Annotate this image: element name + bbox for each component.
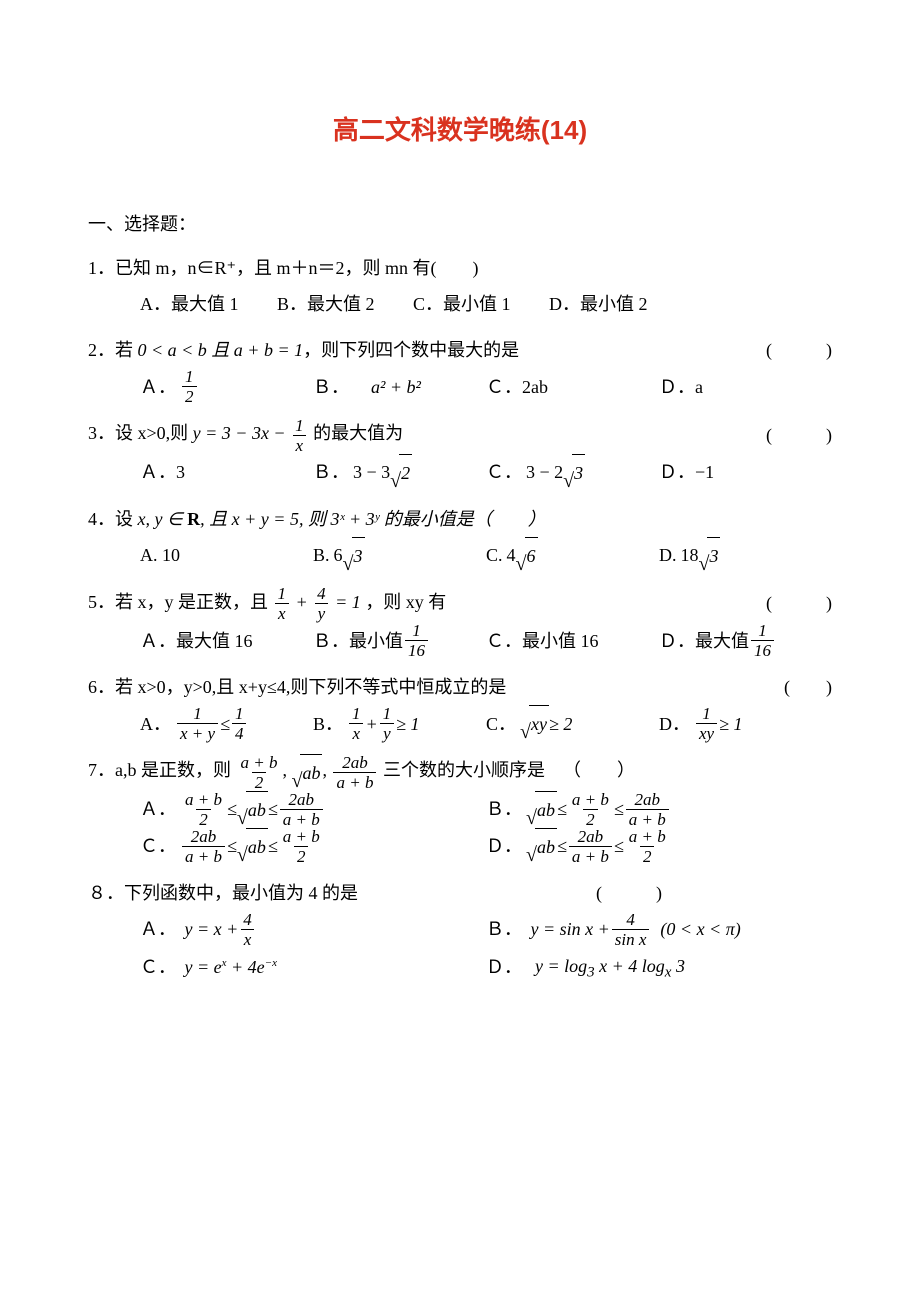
q3-opt-d: Ｄ．−1 xyxy=(659,454,832,491)
q5-d-label: Ｄ．最大值 xyxy=(659,623,749,659)
q4-var: x, y ∈ xyxy=(138,509,188,529)
q4-opt-d: D. 183 xyxy=(659,537,832,574)
q6-num: 6． xyxy=(88,677,115,697)
q8-lead: 下列函数中，最小值为 4 的是 xyxy=(124,883,358,903)
q6-opt-b: B．1x + 1y ≥ 1 xyxy=(313,705,486,742)
q4-opt-c: C. 46 xyxy=(486,537,659,574)
section-heading: 一、选择题： xyxy=(88,210,832,239)
q3-expr: y = 3 − 3x − xyxy=(193,423,290,443)
q3-mid: 的最大值为 xyxy=(313,423,403,443)
question-6: 6．若 x>0，y>0,且 x+y≤4,则下列不等式中恒成立的是 ( ) A．1… xyxy=(88,669,832,742)
q6-opt-d: D．1xy ≥ 1 xyxy=(659,705,832,742)
q8-paren: ( ) xyxy=(586,875,832,911)
q5-opt-c: Ｃ．最小值 16 xyxy=(486,622,659,659)
q7-options-row1: Ａ．a + b2 ≤ ab ≤ 2aba + b Ｂ．ab ≤ a + b2 ≤… xyxy=(88,791,832,828)
q2-opt-b: Ｂ． a² + b² xyxy=(313,368,486,405)
q5-opt-d: Ｄ．最大值116 xyxy=(659,622,832,659)
q5-opt-a: Ａ．最大值 16 xyxy=(140,622,313,659)
question-5: 5．若 x，y 是正数，且 1x + 4y = 1 ，则 xy 有 ( ) Ａ．… xyxy=(88,584,832,659)
q1-opt-b: B．最大值 2 xyxy=(277,294,375,314)
q8-stem: ８．下列函数中，最小值为 4 的是 xyxy=(88,875,586,911)
q4-r: R xyxy=(187,509,200,529)
q3-opt-c: Ｃ．3 − 23 xyxy=(486,454,659,491)
q7-lead: a,b 是正数，则 xyxy=(115,760,231,780)
q7-opt-a: Ａ．a + b2 ≤ ab ≤ 2aba + b xyxy=(140,791,486,828)
q1-stem: 1．已知 m，n∈R⁺，且 m＋n＝2，则 mn 有( ) xyxy=(88,250,832,286)
q2-paren: ( ) xyxy=(756,332,832,368)
q1-opt-a: A．最大值 1 xyxy=(140,294,239,314)
q6-options: A．1x + y ≤ 14 B．1x + 1y ≥ 1 C．xy ≥ 2 D．1… xyxy=(88,705,832,742)
q4-stem: 4．设 x, y ∈ R, 且 x + y = 5, 则 3ˣ + 3ʸ 的最小… xyxy=(88,501,832,537)
q1-opt-d: D．最小值 2 xyxy=(549,294,648,314)
q4-num: 4． xyxy=(88,509,115,529)
q7-options-row2: Ｃ．2aba + b ≤ ab ≤ a + b2 Ｄ．ab ≤ 2aba + b… xyxy=(88,828,832,865)
q7-opt-b: Ｂ．ab ≤ a + b2 ≤ 2aba + b xyxy=(486,791,832,828)
q6-paren: ( ) xyxy=(774,669,832,705)
q6-opt-c: C．xy ≥ 2 xyxy=(486,705,659,742)
question-1: 1．已知 m，n∈R⁺，且 m＋n＝2，则 mn 有( ) A．最大值 1 B．… xyxy=(88,250,832,322)
q8-opt-c: Ｃ． y = ex + 4e−x xyxy=(140,948,486,988)
question-3: 3．设 x>0,则 y = 3 − 3x − 1x 的最大值为 ( ) Ａ．3 … xyxy=(88,415,832,490)
q2-opt-d: Ｄ．a xyxy=(659,368,832,405)
q1-opt-c: C．最小值 1 xyxy=(413,294,511,314)
q3-lead: 设 x>0,则 xyxy=(115,423,188,443)
q6-lead: 若 x>0，y>0,且 x+y≤4,则下列不等式中恒成立的是 xyxy=(115,677,506,697)
page-title: 高二文科数学晚练(14) xyxy=(88,110,832,152)
q4-opt-a: A. 10 xyxy=(140,537,313,574)
q5-opt-b: Ｂ．最小值116 xyxy=(313,622,486,659)
question-8: ８．下列函数中，最小值为 4 的是 ( ) Ａ． y = x + 4x Ｂ． y… xyxy=(88,875,832,988)
q5-options: Ａ．最大值 16 Ｂ．最小值116 Ｃ．最小值 16 Ｄ．最大值116 xyxy=(88,622,832,659)
q8-num: ８． xyxy=(88,883,124,903)
q6-opt-a: A．1x + y ≤ 14 xyxy=(140,705,313,742)
q8-options-row1: Ａ． y = x + 4x Ｂ． y = sin x + 4sin x (0 <… xyxy=(88,911,832,948)
q2-opt-a: Ａ．12 xyxy=(140,368,313,405)
q8-opt-d: Ｄ． y = log3 x + 4 logx 3 xyxy=(486,948,832,988)
q4-cond: , 且 x + y = 5, 则 3ˣ + 3ʸ 的最小值是（ ） xyxy=(200,509,546,529)
q7-opt-c: Ｃ．2aba + b ≤ ab ≤ a + b2 xyxy=(140,828,486,865)
q3-paren: ( ) xyxy=(756,417,832,453)
q3-stem: 3．设 x>0,则 y = 3 − 3x − 1x 的最大值为 xyxy=(88,415,756,453)
q1-options: A．最大值 1 B．最大值 2 C．最小值 1 D．最小值 2 xyxy=(88,286,832,322)
q7-stem: 7．a,b 是正数，则 a + b2, ab, 2aba + b 三个数的大小顺… xyxy=(88,752,832,790)
q5-num: 5． xyxy=(88,592,115,612)
q3-opt-a: Ａ．3 xyxy=(140,454,313,491)
q5-lead: 若 x，y 是正数，且 xyxy=(115,592,268,612)
q7-opt-d: Ｄ．ab ≤ 2aba + b ≤ a + b2 xyxy=(486,828,832,865)
q2-cond: 0 < a < b 且 a + b = 1 xyxy=(133,340,303,360)
q5-tail: ，则 xy 有 xyxy=(365,592,446,612)
q4-opt-b: B. 63 xyxy=(313,537,486,574)
q8-opt-a: Ａ． y = x + 4x xyxy=(140,911,486,948)
q7-tail: 三个数的大小顺序是 （ ） xyxy=(383,760,635,780)
q2-lead: 若 xyxy=(115,340,133,360)
question-7: 7．a,b 是正数，则 a + b2, ab, 2aba + b 三个数的大小顺… xyxy=(88,752,832,864)
q2-opt-c: Ｃ．2ab xyxy=(486,368,659,405)
question-4: 4．设 x, y ∈ R, 且 x + y = 5, 则 3ˣ + 3ʸ 的最小… xyxy=(88,501,832,574)
q6-stem: 6．若 x>0，y>0,且 x+y≤4,则下列不等式中恒成立的是 xyxy=(88,669,774,705)
q5-b-label: Ｂ．最小值 xyxy=(313,623,403,659)
q2-options: Ａ．12 Ｂ． a² + b² Ｃ．2ab Ｄ．a xyxy=(88,368,832,405)
q5-paren: ( ) xyxy=(756,585,832,621)
q2-tail: ，则下列四个数中最大的是 xyxy=(303,340,519,360)
q7-num: 7． xyxy=(88,760,115,780)
q5-stem: 5．若 x，y 是正数，且 1x + 4y = 1 ，则 xy 有 xyxy=(88,584,756,622)
question-2: 2．若 0 < a < b 且 a + b = 1，则下列四个数中最大的是 ( … xyxy=(88,332,832,405)
q8-opt-b: Ｂ． y = sin x + 4sin x (0 < x < π) xyxy=(486,911,832,948)
q3-num: 3． xyxy=(88,423,115,443)
q3-options: Ａ．3 Ｂ．3 − 32 Ｃ．3 − 23 Ｄ．−1 xyxy=(88,454,832,491)
q2-stem: 2．若 0 < a < b 且 a + b = 1，则下列四个数中最大的是 xyxy=(88,332,756,368)
q3-opt-b: Ｂ．3 − 32 xyxy=(313,454,486,491)
q2-num: 2． xyxy=(88,340,115,360)
q4-options: A. 10 B. 63 C. 46 D. 183 xyxy=(88,537,832,574)
q8-options-row2: Ｃ． y = ex + 4e−x Ｄ． y = log3 x + 4 logx … xyxy=(88,948,832,988)
q4-lead: 设 xyxy=(115,509,138,529)
